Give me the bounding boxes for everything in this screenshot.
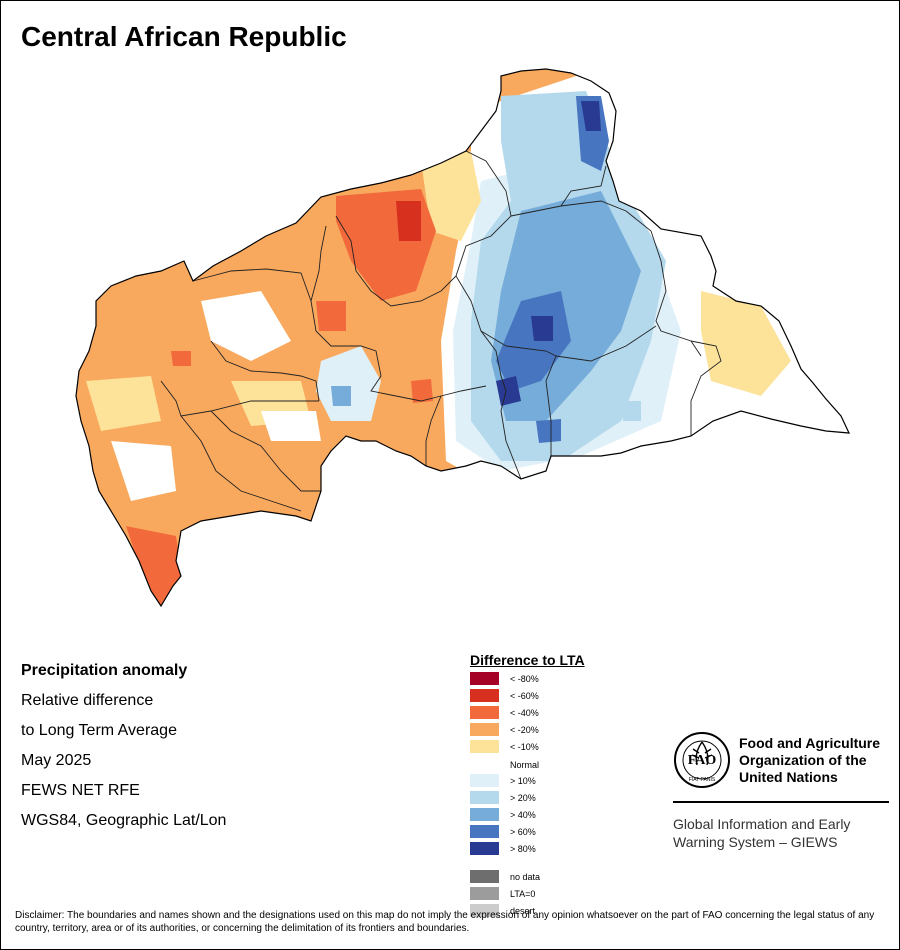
info-period: May 2025 (21, 752, 92, 769)
legend-row: Normal (470, 758, 539, 771)
precipitation-anomaly-map (75, 68, 850, 607)
legend-row: desert (470, 904, 535, 917)
legend-row: > 20% (470, 791, 536, 804)
giews-name: Global Information and Early Warning Sys… (673, 815, 893, 851)
legend-swatch (470, 774, 499, 787)
fao-motto: FIAT PANIS (689, 777, 716, 783)
legend-swatch (470, 825, 499, 838)
legend-swatch (470, 791, 499, 804)
legend-title: Difference to LTA (470, 652, 585, 668)
legend-label: Normal (510, 759, 540, 770)
legend-row: > 60% (470, 825, 536, 838)
legend-swatch (470, 842, 499, 855)
legend-swatch (470, 672, 499, 685)
map-title: Central African Republic (21, 21, 347, 52)
legend-label: < -40% (510, 707, 539, 718)
fao-logo-text: FAO (688, 753, 717, 768)
legend-swatch (470, 706, 499, 719)
legend-row: < -10% (470, 740, 539, 753)
legend-label: > 20% (510, 792, 536, 803)
legend-swatch (470, 904, 499, 917)
legend-swatch (470, 689, 499, 702)
info-line1: Relative difference (21, 692, 154, 709)
giews-line1: Global Information and Early (673, 816, 851, 832)
info-projection: WGS84, Geographic Lat/Lon (21, 812, 227, 829)
legend-label: < -60% (510, 690, 539, 701)
legend-label: LTA=0 (510, 888, 536, 899)
legend-swatch (470, 887, 499, 900)
legend-row: LTA=0 (470, 887, 535, 900)
map-info: Precipitation anomaly Relative differenc… (21, 656, 226, 836)
legend: Difference to LTA < -80% < -60% < -40% < -2… (470, 652, 585, 917)
fao-divider (673, 801, 889, 803)
legend-label: < -80% (510, 673, 539, 684)
fao-name: Food and Agriculture Organization of the… (739, 735, 899, 786)
legend-label: > 60% (510, 826, 536, 837)
legend-label: < -10% (510, 741, 539, 752)
legend-row: > 80% (470, 842, 536, 855)
fao-name-line1: Food and Agriculture (739, 735, 881, 751)
legend-swatch (470, 758, 499, 771)
legend-row: > 40% (470, 808, 536, 821)
legend-label: desert (510, 905, 536, 916)
info-line2: to Long Term Average (21, 722, 177, 739)
info-source: FEWS NET RFE (21, 782, 140, 799)
legend-label: < -20% (510, 724, 539, 735)
legend-label: > 80% (510, 843, 536, 854)
info-heading: Precipitation anomaly (21, 662, 188, 679)
fao-name-line3: United Nations (739, 769, 838, 785)
legend-label: > 40% (510, 809, 536, 820)
legend-label: no data (510, 871, 541, 882)
legend-swatch (470, 740, 499, 753)
fao-logo-icon: FAO FIAT PANIS (674, 732, 730, 788)
legend-swatch (470, 870, 499, 883)
giews-line2: Warning System – GIEWS (673, 834, 838, 850)
disclaimer: Disclaimer: The boundaries and names sho… (15, 910, 875, 934)
legend-row: < -60% (470, 689, 539, 702)
legend-row: no data (470, 870, 540, 883)
legend-label: > 10% (510, 775, 536, 786)
legend-swatch (470, 723, 499, 736)
legend-row: > 10% (470, 774, 536, 787)
legend-row: < -40% (470, 706, 539, 719)
legend-row: < -20% (470, 723, 539, 736)
fao-name-line2: Organization of the (739, 752, 867, 768)
legend-swatch (470, 808, 499, 821)
legend-row: < -80% (470, 672, 539, 685)
